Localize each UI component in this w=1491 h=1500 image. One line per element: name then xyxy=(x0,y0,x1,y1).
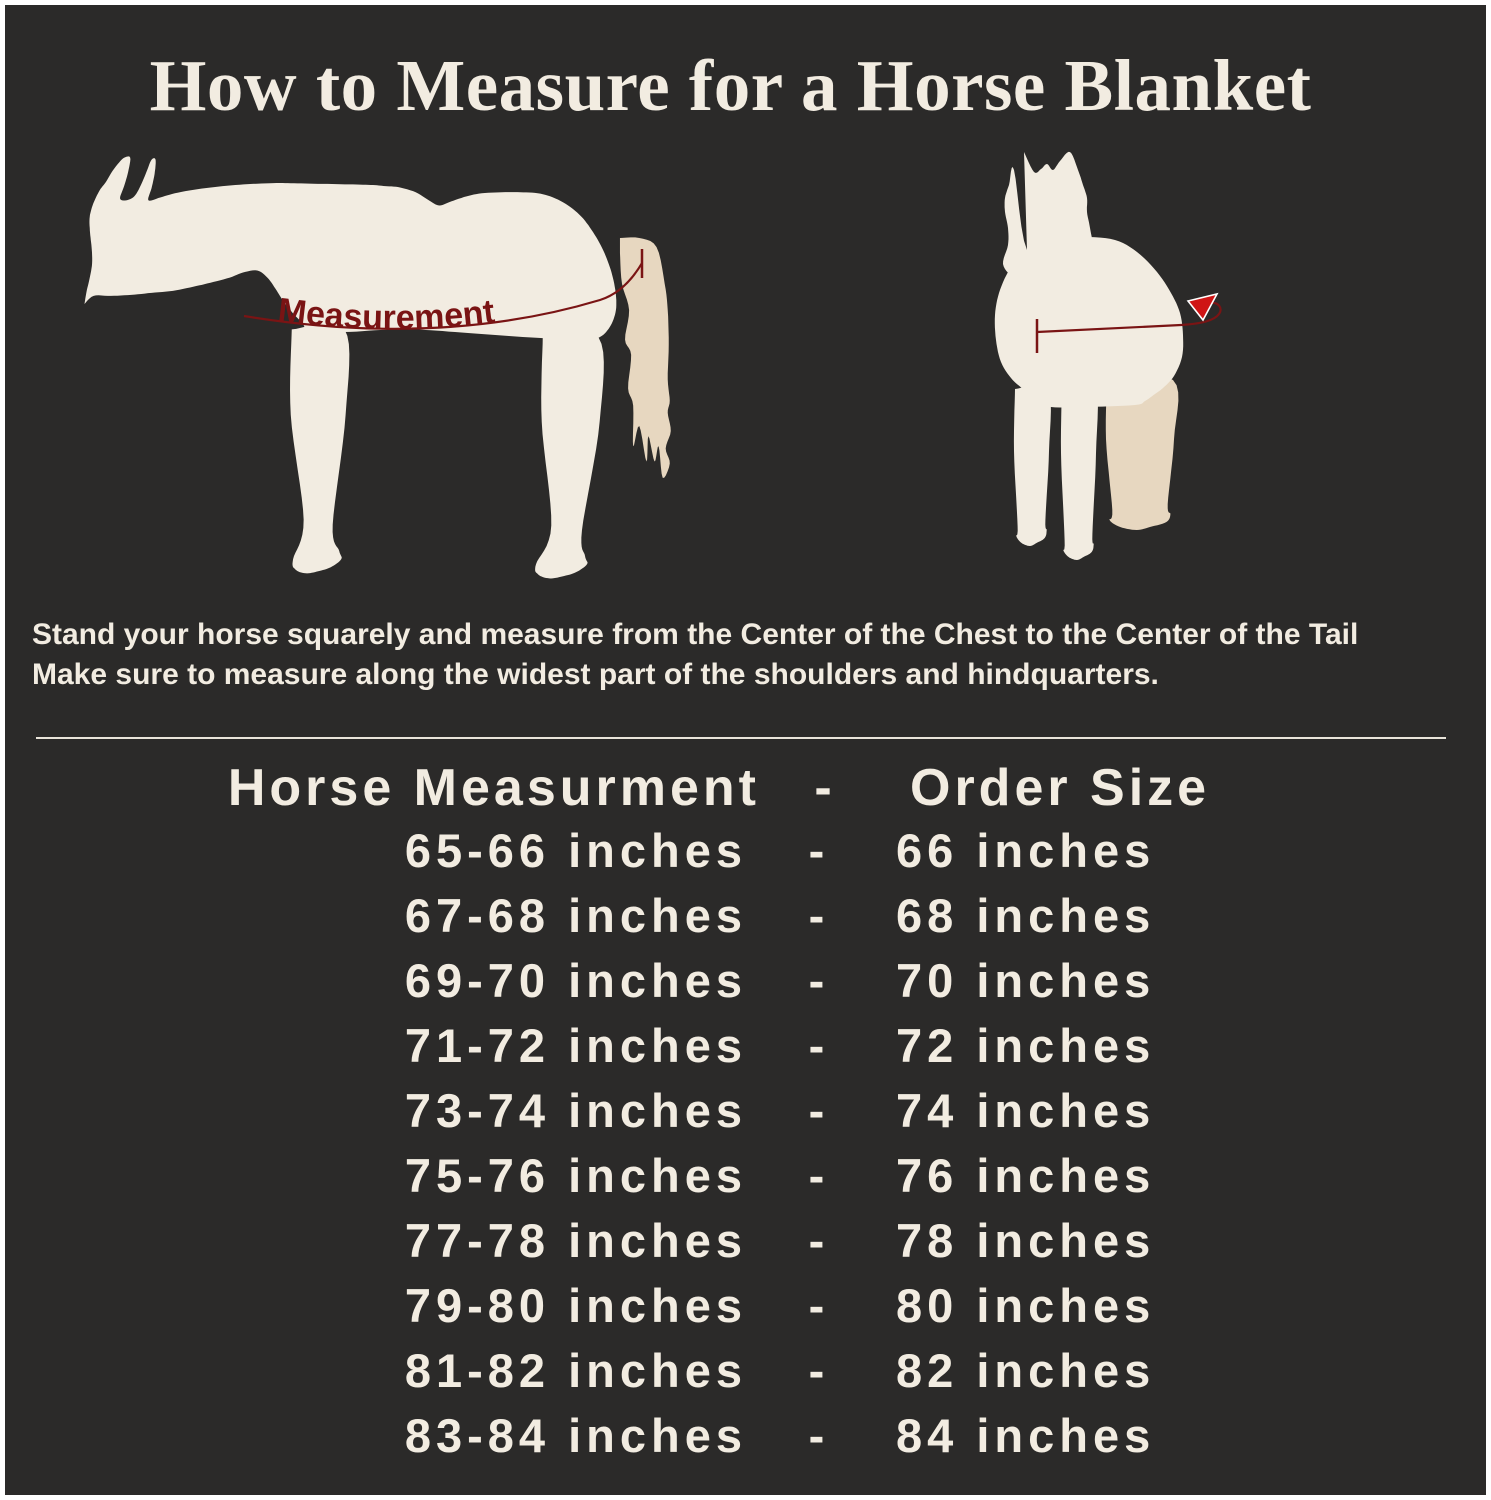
svg-text:Measurement: Measurement xyxy=(276,291,497,337)
